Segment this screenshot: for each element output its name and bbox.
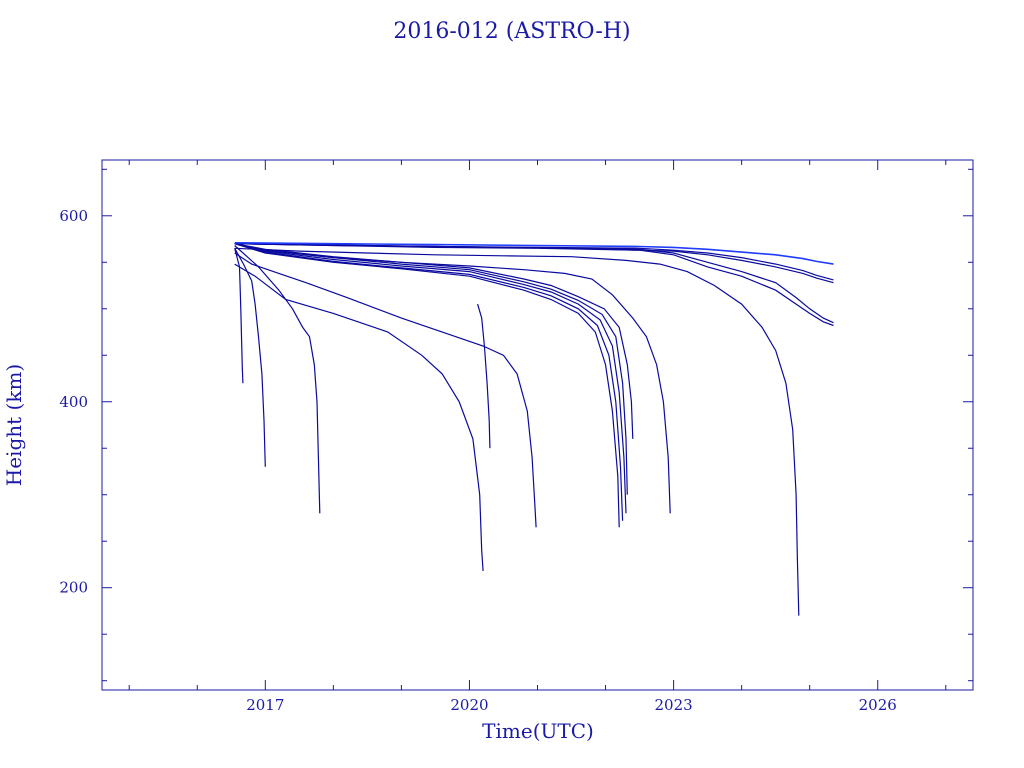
axis-ticks — [102, 160, 973, 690]
plot-frame — [102, 160, 973, 690]
series-line-12 — [235, 244, 671, 514]
series-line-7 — [235, 244, 620, 528]
y-axis-label: Height (km) — [2, 364, 26, 486]
y-tick-labels: 200 400 600 — [59, 207, 88, 597]
y-tick-label: 600 — [59, 207, 88, 225]
x-tick-label: 2026 — [859, 696, 897, 714]
x-tick-label: 2017 — [246, 696, 284, 714]
y-tick-label: 200 — [59, 579, 88, 597]
x-axis-label: Time(UTC) — [482, 719, 594, 743]
chart-title: 2016-012 (ASTRO-H) — [393, 19, 630, 44]
x-tick-label: 2023 — [655, 696, 693, 714]
series-line-11 — [235, 244, 633, 439]
x-tick-labels: 2017 2020 2023 2026 — [246, 696, 897, 714]
series-line-4 — [235, 264, 483, 571]
series-line-8 — [235, 244, 623, 521]
series-line-9 — [235, 244, 626, 514]
series-group — [235, 243, 834, 616]
x-tick-label: 2020 — [450, 696, 488, 714]
series-line-6 — [235, 253, 536, 527]
series-line-5 — [478, 304, 490, 448]
series-line-3 — [235, 246, 320, 514]
series-line-10 — [235, 244, 628, 495]
series-line-17 — [235, 244, 834, 280]
series-line-13 — [235, 248, 799, 615]
y-tick-label: 400 — [59, 393, 88, 411]
